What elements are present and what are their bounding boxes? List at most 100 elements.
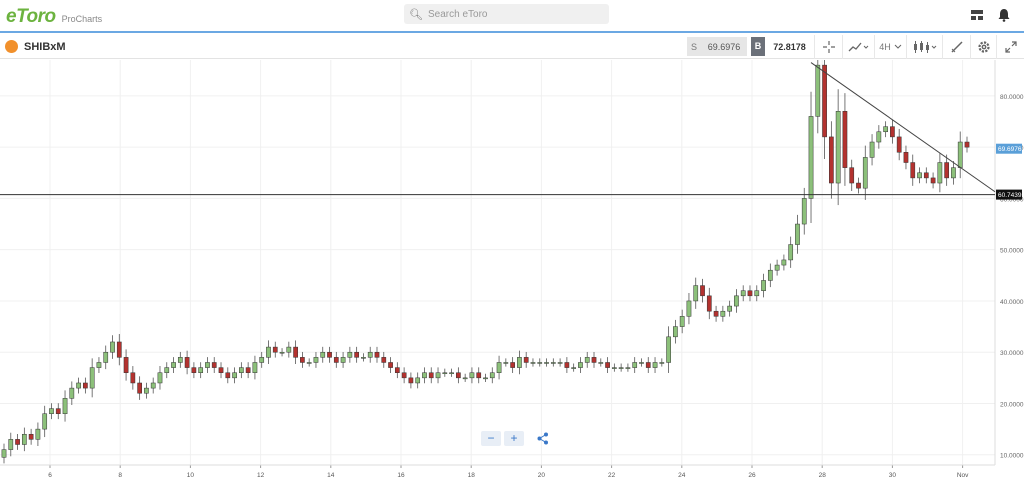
candle [42,413,48,430]
sell-button[interactable]: S 69.6976 [687,37,747,56]
candle [930,177,936,184]
horizontal-line-label: 60.7439 [998,192,1022,199]
candle [598,362,604,364]
candle [164,367,170,373]
logo-subtitle: ProCharts [61,14,103,24]
x-tick-label: 24 [678,472,686,479]
y-tick-label: 20.0000 [1000,401,1024,408]
candle [245,367,251,373]
x-tick-label: 10 [187,472,195,479]
candle [62,398,68,414]
candle [449,372,454,374]
candle [462,377,468,380]
candle [401,372,407,379]
candle [205,362,210,368]
indicators-button[interactable] [906,35,942,59]
candle [754,290,760,297]
candle [564,362,570,368]
crosshair-button[interactable] [814,35,842,59]
candle [476,372,482,379]
asset-name[interactable]: SHIBxM [24,41,66,53]
candle [890,126,895,138]
candle [157,372,163,384]
expand-icon [1004,41,1017,53]
chart-type-button[interactable] [842,35,874,59]
sell-price: 69.6976 [707,41,741,52]
candle [910,162,916,179]
interval-button[interactable]: 4H [874,35,906,59]
zoom-out-button[interactable]: − [481,431,501,446]
x-tick-label: 26 [748,472,756,479]
x-tick-label: 28 [819,472,827,479]
x-tick-label: 18 [468,472,476,479]
x-tick-label: 6 [48,472,52,479]
candle [191,367,197,373]
candle [700,285,705,297]
y-tick-label: 50.0000 [1000,248,1024,255]
candle [618,367,624,369]
candle [815,64,821,117]
candle [693,285,699,302]
candle [550,362,556,364]
x-tick-label: 22 [608,472,616,479]
zoom-in-button[interactable]: + [504,431,524,446]
candle [177,357,183,363]
candle [21,433,27,445]
candle [286,346,292,353]
candle [96,362,102,368]
candle [842,111,848,168]
x-tick-label: 16 [397,472,405,479]
candles-icon [913,41,936,53]
candle [591,357,597,363]
candle [367,351,373,358]
candle [272,346,278,353]
draw-icon [950,41,963,53]
candle [856,182,861,189]
expand-button[interactable] [996,35,1024,59]
candle [483,377,488,380]
candle [639,362,644,364]
candle [801,198,807,225]
y-tick-label: 60.0000 [1000,196,1024,203]
etoro-logo[interactable]: eToro ProCharts [6,6,102,28]
candle [313,357,319,363]
candle [903,152,909,163]
candle [876,131,882,143]
candle [354,351,360,358]
draw-button[interactable] [942,35,970,59]
search-input[interactable] [428,8,598,20]
search-box[interactable]: 🔍︎ [404,4,609,24]
candle [225,372,231,379]
candle [869,141,875,158]
candle [537,362,543,364]
candle [266,346,271,358]
interval-label: 4H [879,42,891,52]
bell-icon[interactable] [997,8,1011,22]
candle [327,351,332,358]
candle [374,351,380,358]
candle [1,449,7,458]
candle [666,336,671,363]
chevron-down-icon [894,44,902,49]
layout-icon[interactable] [970,8,984,22]
candle [408,377,414,384]
buy-price: 72.8178 [773,41,806,52]
candle [530,362,536,364]
buy-button[interactable]: B 72.8178 [751,37,814,56]
candle [835,111,841,184]
candle [381,357,387,363]
settings-button[interactable] [970,35,996,59]
candle [123,357,129,373]
candle [394,367,400,373]
candle [333,357,339,363]
candle [320,351,326,358]
candle [740,290,746,297]
candle [388,362,393,368]
share-icon[interactable] [536,431,550,446]
candle [435,372,441,379]
candle [584,357,590,363]
candle [917,172,922,179]
price-chart[interactable]: 10.0000 20.0000 30.0000 40.0000 50.0000 60.00… [0,60,1024,480]
candle [767,269,773,281]
settings-icon [977,41,990,53]
